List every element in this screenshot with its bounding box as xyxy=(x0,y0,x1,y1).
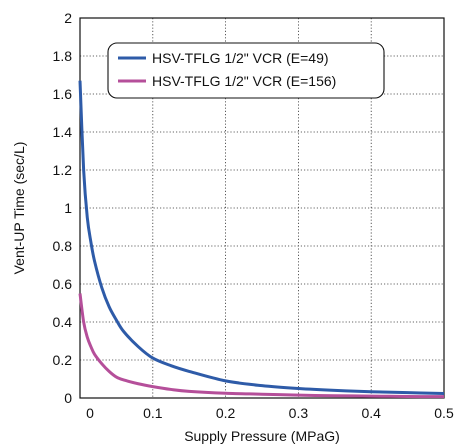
y-tick-label: 1 xyxy=(64,200,72,216)
legend-box xyxy=(107,42,385,99)
y-tick-label: 0.8 xyxy=(53,238,73,254)
y-tick-label: 2 xyxy=(64,10,72,26)
x-tick-label: 0.5 xyxy=(434,405,454,421)
y-axis-tick-labels: 0 0.2 0.4 0.6 0.8 1 1.2 1.4 1.6 1.8 2 xyxy=(53,10,73,406)
legend-label-series-2: HSV-TFLG 1/2" VCR (E=156) xyxy=(152,73,336,89)
y-tick-label: 1.4 xyxy=(53,124,73,140)
x-tick-label: 0 xyxy=(86,405,94,421)
x-axis-tick-labels: 0 0.1 0.2 0.3 0.4 0.5 xyxy=(86,405,454,421)
y-tick-label: 1.6 xyxy=(53,86,73,102)
legend-label-series-1: HSV-TFLG 1/2" VCR (E=49) xyxy=(152,50,329,66)
x-tick-label: 0.4 xyxy=(361,405,381,421)
y-tick-label: 0.6 xyxy=(53,276,73,292)
series-line-2 xyxy=(78,293,445,399)
x-tick-label: 0.3 xyxy=(289,405,309,421)
plot-frame xyxy=(79,17,445,399)
y-tick-label: 0.4 xyxy=(53,314,73,330)
x-tick-label: 0.2 xyxy=(216,405,236,421)
x-tick-label: 0.1 xyxy=(143,405,163,421)
legend: HSV-TFLG 1/2" VCR (E=49) HSV-TFLG 1/2" V… xyxy=(107,42,385,99)
y-axis-label: Vent-UP Time (sec/L) xyxy=(11,142,27,275)
x-axis-label: Supply Pressure (MPaG) xyxy=(184,428,340,444)
y-tick-label: 1.2 xyxy=(53,162,73,178)
y-tick-label: 0.2 xyxy=(53,352,73,368)
series-lines xyxy=(78,80,445,399)
y-tick-label: 0 xyxy=(64,390,72,406)
y-tick-label: 1.8 xyxy=(53,48,73,64)
series-line-1 xyxy=(78,80,445,395)
grid-lines xyxy=(80,18,444,398)
